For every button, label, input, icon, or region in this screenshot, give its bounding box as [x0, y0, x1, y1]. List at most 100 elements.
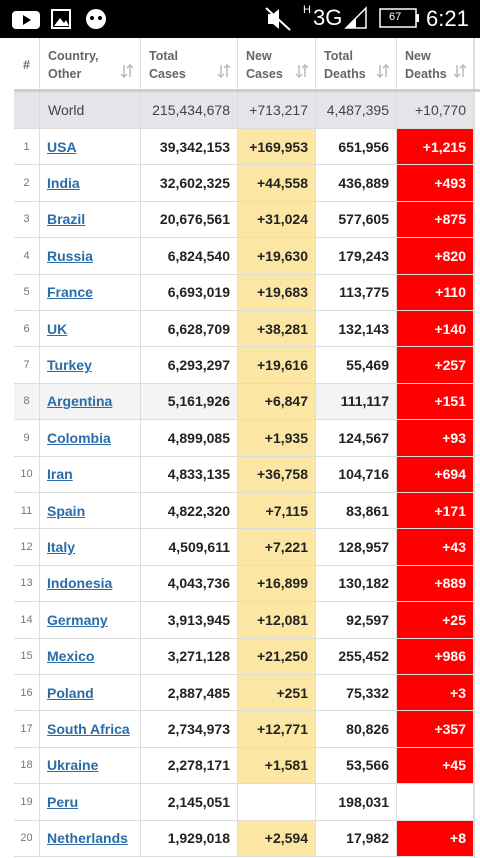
total-deaths-cell: 92,597 — [316, 602, 397, 639]
country-link[interactable]: Argentina — [47, 393, 113, 410]
rank-cell: 19 — [14, 784, 40, 821]
rank: 13 — [20, 577, 33, 590]
cell-value: 2,734,973 — [167, 721, 230, 738]
cell-value: 4,043,736 — [167, 575, 230, 592]
cell-value: 128,957 — [338, 539, 389, 556]
header-cell[interactable]: Total Cases — [141, 38, 238, 92]
cell-value: +2,594 — [264, 830, 308, 847]
cell-value: +7,115 — [265, 502, 308, 519]
world-cell: +713,217 — [238, 92, 316, 129]
rank: 20 — [20, 832, 33, 845]
country-link[interactable]: Germany — [47, 611, 108, 628]
country-link[interactable]: Russia — [47, 247, 93, 264]
cell-value: 3,913,945 — [167, 611, 230, 628]
new-deaths-cell: +694 — [397, 456, 474, 493]
new-cases-cell: +1,581 — [238, 747, 316, 785]
cell-value: +25 — [442, 611, 466, 628]
rank: 12 — [20, 541, 33, 554]
country-link[interactable]: Iran — [47, 466, 73, 483]
cell-value: 436,889 — [338, 175, 389, 192]
cell-value: +6,847 — [264, 393, 308, 410]
country-link[interactable]: Italy — [47, 539, 76, 556]
header-text[interactable]: Country, Other — [48, 48, 99, 81]
new-deaths-cell: +493 — [397, 165, 474, 202]
header-text[interactable]: Total Deaths — [324, 48, 366, 81]
total-deaths-cell: 113,775 — [316, 274, 397, 311]
table-edge — [474, 38, 480, 858]
total-deaths-cell: 17,982 — [316, 820, 397, 857]
cell-value: 55,469 — [346, 357, 389, 374]
country-link[interactable]: South Africa — [47, 721, 130, 738]
cell-value: 75,332 — [346, 684, 389, 701]
sort-icon[interactable] — [453, 64, 467, 78]
cell-value: 124,567 — [338, 429, 389, 446]
header-text[interactable]: # — [23, 57, 30, 72]
new-deaths-cell: +8 — [397, 820, 474, 857]
sort-icon[interactable] — [120, 64, 134, 78]
new-deaths-cell: +43 — [397, 529, 474, 566]
rank-cell: 8 — [14, 383, 40, 421]
country-link[interactable]: Poland — [47, 684, 94, 701]
total-cases-cell: 4,043,736 — [141, 565, 238, 603]
new-deaths-cell: +875 — [397, 201, 474, 239]
header-cell[interactable]: Total Deaths — [316, 38, 397, 92]
new-cases-cell: +19,630 — [238, 238, 316, 275]
total-cases-cell: 2,145,051 — [141, 784, 238, 821]
new-cases-cell: +44,558 — [238, 165, 316, 202]
cell-value: +257 — [434, 357, 466, 374]
sort-icon[interactable] — [217, 64, 231, 78]
cell-value: 130,182 — [338, 575, 389, 592]
cell-value: +889 — [434, 575, 466, 592]
header-text[interactable]: New Deaths — [405, 48, 447, 81]
new-cases-cell — [238, 784, 316, 821]
country-link[interactable]: Mexico — [47, 648, 95, 665]
new-cases-cell: +36,758 — [238, 456, 316, 493]
cell-value: 2,887,485 — [167, 684, 230, 701]
cell-value: 6,628,709 — [167, 320, 230, 337]
country-link[interactable]: UK — [47, 320, 68, 337]
total-cases-cell: 1,929,018 — [141, 820, 238, 857]
rank-cell: 15 — [14, 638, 40, 675]
new-deaths-cell: +357 — [397, 711, 474, 748]
time: 6:21 — [426, 6, 469, 31]
country-link[interactable]: Indonesia — [47, 575, 113, 592]
country-link[interactable]: Peru — [47, 793, 79, 810]
sort-icon[interactable] — [295, 64, 309, 78]
rank-cell: 2 — [14, 165, 40, 202]
country-link[interactable]: Colombia — [47, 429, 111, 446]
header-cell[interactable]: New Cases — [238, 38, 316, 92]
world-cell: World — [40, 92, 141, 129]
total-cases-cell: 3,913,945 — [141, 602, 238, 639]
cell-value: +8 — [450, 830, 466, 847]
header-cell[interactable]: # — [14, 38, 40, 92]
header-cell[interactable]: New Deaths — [397, 38, 474, 92]
country-link[interactable]: Ukraine — [47, 757, 99, 774]
country-cell: Iran — [40, 456, 141, 493]
country-cell: South Africa — [40, 711, 141, 748]
total-deaths-cell: 124,567 — [316, 420, 397, 457]
new-cases-cell: +16,899 — [238, 565, 316, 603]
country-link[interactable]: USA — [47, 138, 77, 155]
country-link[interactable]: Brazil — [47, 211, 86, 228]
rank: 14 — [20, 613, 33, 626]
country-link[interactable]: Turkey — [47, 357, 92, 374]
total-cases-cell: 6,628,709 — [141, 311, 238, 348]
rank-cell: 20 — [14, 820, 40, 857]
country-link[interactable]: India — [47, 175, 80, 192]
total-deaths-cell: 255,452 — [316, 638, 397, 675]
cell-value: 2,278,171 — [167, 757, 230, 774]
total-cases-cell: 6,693,019 — [141, 274, 238, 311]
header-text[interactable]: New Cases — [246, 48, 283, 81]
header-text[interactable]: Total Cases — [149, 48, 186, 81]
country-link[interactable]: Spain — [47, 502, 86, 519]
new-cases-cell: +12,771 — [238, 711, 316, 748]
world-value: +10,770 — [415, 102, 466, 118]
cell-value: 17,982 — [346, 830, 389, 847]
header-cell[interactable]: Country, Other — [40, 38, 141, 92]
new-deaths-cell: +257 — [397, 347, 474, 384]
cell-value: 5,161,926 — [167, 393, 230, 410]
country-link[interactable]: Netherlands — [47, 830, 128, 847]
country-link[interactable]: France — [47, 284, 93, 301]
sort-icon[interactable] — [376, 64, 390, 78]
